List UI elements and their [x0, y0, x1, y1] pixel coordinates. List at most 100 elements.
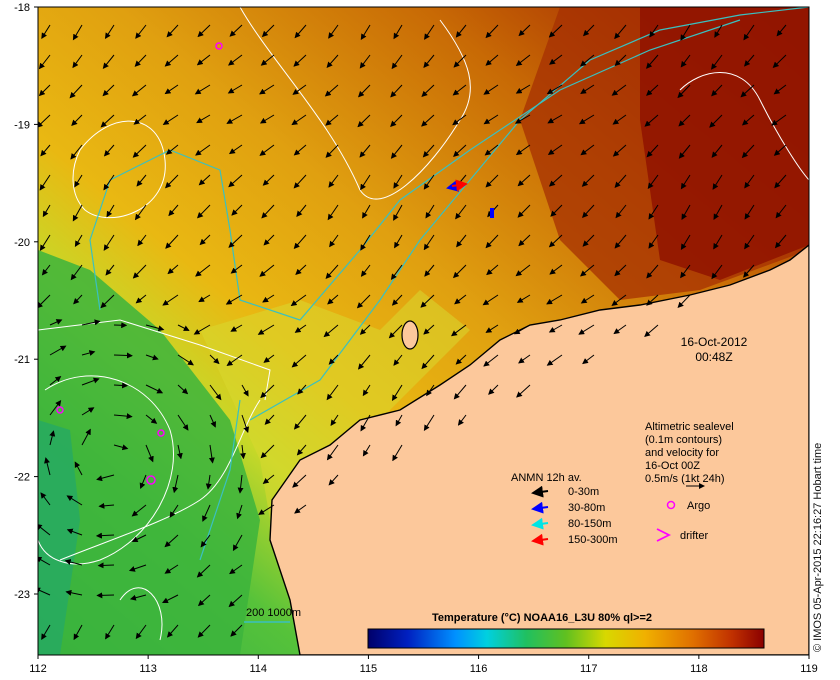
- velocity-arrow: [680, 174, 691, 190]
- velocity-arrow: [259, 264, 275, 277]
- velocity-arrow: [327, 204, 339, 221]
- velocity-arrow: [483, 114, 499, 125]
- velocity-arrow: [649, 24, 659, 38]
- velocity-arrow: [513, 324, 531, 335]
- velocity-arrow: [741, 144, 755, 159]
- velocity-arrow: [102, 54, 115, 69]
- sealevel-contour: [38, 319, 271, 401]
- velocity-arrow: [580, 264, 595, 277]
- velocity-arrow: [164, 84, 179, 95]
- velocity-arrow: [197, 24, 211, 38]
- velocity-arrow: [291, 114, 307, 126]
- velocity-arrow: [49, 399, 62, 416]
- velocity-arrow: [41, 624, 51, 640]
- velocity-arrow: [391, 384, 403, 402]
- colorbar-tick-label: 26: [661, 658, 673, 670]
- velocity-arrow: [40, 144, 51, 157]
- velocity-arrow: [145, 384, 164, 394]
- velocity-arrow: [72, 24, 83, 41]
- velocity-arrow: [326, 384, 339, 401]
- velocity-arrow: [548, 24, 563, 38]
- velocity-arrow: [260, 384, 275, 399]
- velocity-arrow: [485, 24, 499, 39]
- velocity-arrow: [193, 324, 211, 335]
- velocity-arrow: [612, 114, 627, 125]
- velocity-arrow: [294, 324, 307, 333]
- credit-text: © IMOS 05-Apr-2015 22:16:27 Hobart time: [812, 442, 824, 652]
- velocity-arrow: [228, 174, 243, 188]
- velocity-arrow: [129, 594, 147, 601]
- velocity-arrow: [74, 174, 83, 188]
- velocity-arrow: [205, 474, 212, 490]
- mooring-legend-label: 0-30m: [568, 486, 599, 498]
- velocity-arrow: [395, 414, 403, 427]
- velocity-arrow: [261, 24, 275, 38]
- velocity-arrow: [295, 264, 307, 275]
- velocity-arrow: [776, 24, 787, 37]
- mooring-legend-title: ANMN 12h av.: [511, 472, 582, 484]
- velocity-arrow: [228, 144, 243, 155]
- x-tick-label: 114: [250, 663, 268, 675]
- velocity-arrow: [612, 144, 627, 157]
- velocity-arrow: [517, 174, 531, 187]
- velocity-arrow: [165, 174, 179, 189]
- velocity-arrow: [38, 587, 51, 596]
- velocity-arrow: [771, 114, 787, 126]
- velocity-arrow: [131, 534, 147, 543]
- velocity-arrow: [162, 114, 179, 125]
- velocity-arrow: [646, 264, 659, 279]
- velocity-arrow: [647, 174, 659, 190]
- velocity-arrow: [259, 84, 275, 95]
- mooring-legend-item: 80-150m: [531, 517, 611, 530]
- velocity-arrow: [582, 204, 595, 219]
- velocity-arrow: [485, 234, 499, 249]
- velocity-arrow: [709, 114, 723, 128]
- velocity-arrow: [324, 84, 339, 97]
- velocity-arrow: [135, 294, 147, 304]
- velocity-arrow: [483, 354, 499, 367]
- velocity-arrow: [164, 564, 179, 574]
- velocity-arrow: [38, 294, 51, 309]
- colorbar-tick-label: 27: [719, 658, 731, 670]
- velocity-arrow: [711, 54, 723, 70]
- velocity-arrow: [209, 354, 220, 365]
- x-axis: 112 113 114 115 116 117 118 119: [29, 655, 818, 675]
- velocity-arrow: [423, 174, 435, 190]
- velocity-arrow: [226, 354, 243, 366]
- velocity-arrow: [145, 444, 154, 463]
- velocity-arrow: [199, 234, 211, 246]
- altimetry-note-line: 16-Oct 00Z: [645, 460, 700, 472]
- velocity-arrow: [453, 144, 467, 157]
- velocity-arrow: [228, 234, 243, 248]
- velocity-arrow: [680, 264, 691, 279]
- velocity-arrow: [546, 294, 563, 305]
- velocity-arrow: [260, 54, 275, 66]
- velocity-arrow: [546, 354, 563, 366]
- velocity-arrow: [208, 444, 215, 464]
- velocity-arrow: [177, 384, 189, 395]
- bathymetry-legend-label: 200 1000m: [246, 607, 301, 619]
- velocity-arrow: [232, 534, 243, 552]
- velocity-arrow: [128, 564, 147, 572]
- velocity-arrow: [103, 234, 115, 251]
- velocity-arrow: [131, 84, 147, 97]
- velocity-arrow: [38, 84, 51, 97]
- velocity-arrow: [614, 174, 627, 188]
- velocity-arrow: [578, 114, 595, 125]
- island: [401, 320, 419, 350]
- velocity-arrow: [49, 319, 63, 326]
- velocity-arrow: [169, 504, 179, 518]
- velocity-arrow: [743, 264, 755, 278]
- velocity-arrow: [549, 264, 563, 275]
- velocity-arrow: [614, 54, 627, 67]
- velocity-arrow: [196, 114, 211, 124]
- velocity-arrow: [772, 54, 787, 68]
- velocity-arrow: [176, 444, 183, 460]
- velocity-arrow: [326, 444, 339, 461]
- velocity-arrow: [38, 54, 51, 70]
- velocity-arrow: [580, 84, 595, 94]
- velocity-arrow: [393, 204, 403, 221]
- velocity-arrow: [103, 144, 115, 157]
- velocity-arrow: [145, 414, 158, 424]
